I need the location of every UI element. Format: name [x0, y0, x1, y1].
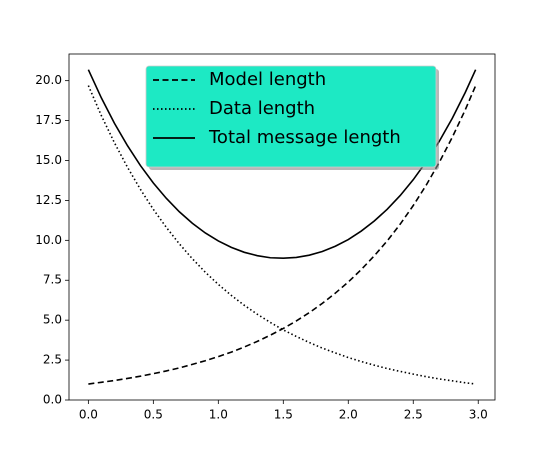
y-tick-label: 7.5	[43, 273, 62, 287]
y-tick-label: 5.0	[43, 313, 62, 327]
legend: Model length Data length Total message len…	[145, 65, 439, 170]
x-tick-label: 0.5	[144, 408, 163, 422]
line-series	[87, 69, 477, 260]
x-tick-label: 3.0	[469, 408, 488, 422]
legend-box	[145, 65, 437, 168]
y-tick-label: 12.5	[35, 193, 62, 207]
line-series	[87, 85, 476, 385]
y-tick-label: 0.0	[43, 393, 62, 407]
legend-label: Data length	[209, 98, 315, 119]
line-series	[88, 85, 477, 385]
x-tick-label: 1.5	[274, 408, 293, 422]
x-tick-label: 2.0	[339, 408, 358, 422]
y-tick-label: 17.5	[35, 113, 62, 127]
legend-label: Model length	[209, 69, 326, 90]
y-tick-label: 20.0	[35, 73, 62, 87]
x-tick-label: 1.0	[209, 408, 228, 422]
y-tick-label: 2.5	[43, 353, 62, 367]
x-tick-label: 2.5	[404, 408, 423, 422]
y-tick-label: 15.0	[35, 153, 62, 167]
legend-label: Total message length	[208, 127, 401, 148]
axes-frame	[68, 53, 496, 401]
x-tick-label: 0.0	[79, 408, 98, 422]
y-tick-label: 10.0	[35, 233, 62, 247]
